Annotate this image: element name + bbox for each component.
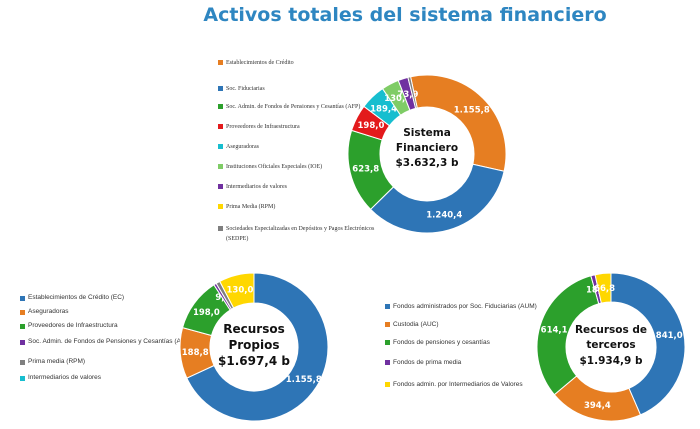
legend-swatch [20,340,25,345]
slice-value-label: 188,8 [182,348,209,358]
legend-swatch [385,304,390,309]
legend-swatch [218,60,223,65]
donut-center-label: Propios [228,338,279,352]
legend-label: Sociedades Especializadas en Depósitos y… [226,226,375,242]
legend-swatch [385,360,390,365]
slice-value-label: 18,0 [586,285,607,295]
donut-slice [186,272,329,422]
legend-label: Soc. Admin. de Fondos de Pensiones y Ces… [226,104,361,110]
donut-center-label: terceros [586,339,635,351]
legend-swatch [218,124,223,129]
legend-swatch [218,144,223,149]
donut-slice [369,163,505,234]
legend-swatch [218,204,223,209]
legend-swatch [218,86,223,91]
page-title: Activos totales del sistema financiero [203,4,607,26]
legend-swatch [20,296,25,301]
legend-label: Aseguradoras [28,308,69,315]
slice-value-label: 130,0 [384,94,411,104]
slice-value-label: 9,7 [215,293,230,303]
legend-swatch [218,164,223,169]
legend-label: Fondos de prima media [393,359,462,366]
legend-label: Proveedores de Infraestructura [28,322,118,329]
legend-label: Soc. Admin. de Fondos de Pensiones y Ces… [28,338,192,345]
slice-value-label: 1.155,8 [286,375,322,385]
slice-value-label: 66,8 [594,284,615,294]
donut-center-label: Recursos [223,322,284,336]
legend-swatch [218,184,223,189]
legend-label: Aseguradoras [226,144,259,150]
donut-center-label: Sistema [403,127,451,139]
legend-label: Custodia (AUC) [393,321,439,328]
donut-center-label: Financiero [396,142,458,154]
legend-swatch [385,322,390,327]
legend-label: Instituciones Oficiales Especiales (IOE) [226,164,323,170]
slice-value-label: 198,0 [358,121,385,131]
legend-label: Establecimientos de Crédito [226,60,294,66]
slice-value-label: 189,4 [370,104,397,114]
legend-label: Soc. Fiduciarias [226,86,265,92]
donut-slice [409,74,507,172]
legend-sistema-financiero: Establecimientos de Crédito Soc. Fiduciar… [218,58,378,248]
slice-value-label: 1.155,8 [454,106,490,116]
legend-swatch [20,376,25,381]
slice-value-label: 130,0 [226,286,253,296]
slice-value-label: 394,4 [584,401,611,411]
legend-recursos-propios: Establecimientos de Crédito (EC) Asegurad… [20,294,195,394]
donut-slice [219,272,255,309]
legend-recursos-terceros: Fondos administrados por Soc. Fiduciaria… [385,302,537,397]
slice-value-label: 841,0 [656,331,683,341]
legend-swatch [385,382,390,387]
legend-swatch [20,324,25,329]
legend-label: Intermediarios de valores [226,184,287,190]
legend-label: Prima media (RPM) [28,358,86,365]
donut-center-label: $1.934,9 b [580,355,643,367]
legend-label: Fondos de pensiones y cesantías [393,339,490,346]
donut-slice [407,76,418,109]
legend-label: Fondos admin. por Intermediarios de Valo… [393,381,523,388]
legend-label: Prima Media (RPM) [226,204,276,210]
donut-slice [594,272,612,304]
legend-label: Establecimientos de Crédito (EC) [28,294,125,301]
legend-label: Fondos administrados por Soc. Fiduciaria… [393,303,537,310]
donut-center-label: $1.697,4 b [218,354,290,368]
slice-value-label: 614,1 [541,326,568,336]
slice-value-label: 623,8 [352,165,379,175]
legend-swatch [218,104,223,109]
legend-label: Proveedores de Infraestructura [226,124,300,130]
legend-label: Intermediarios de valores [28,374,101,381]
legend-swatch [218,226,223,231]
slice-value-label: 198,0 [193,308,220,318]
slice-value-label: 1.240,4 [426,211,462,221]
legend-swatch [20,310,25,315]
donut-center-label: Recursos de [575,324,647,336]
legend-swatch [385,340,390,345]
slice-value-label: 73,9 [397,90,418,100]
legend-swatch [20,360,25,365]
donut-slice [610,272,686,416]
donut-center-label: $3.632,3 b [396,157,459,169]
donut-chart-2: 841,0 394,4 614,1 18,066,8 Recursos de tercer… [536,272,686,422]
